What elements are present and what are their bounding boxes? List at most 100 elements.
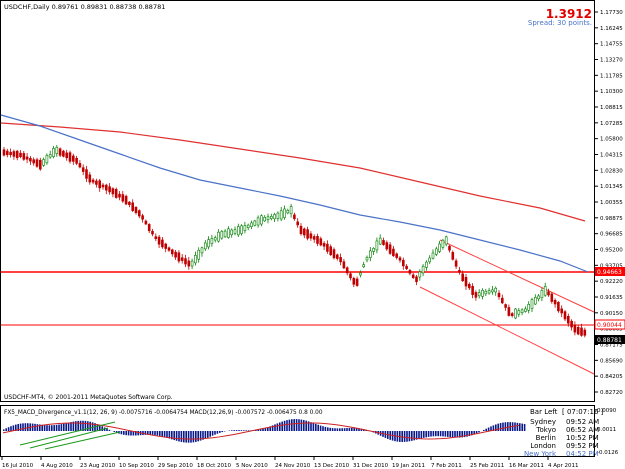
candle-body — [451, 252, 455, 260]
candle-body — [464, 276, 468, 287]
candle-body — [78, 163, 82, 168]
macd-histogram-bar — [187, 431, 190, 443]
macd-histogram-bar — [24, 423, 27, 431]
macd-histogram-bar — [497, 423, 499, 431]
clock-time-berlin: 10:52 PM — [566, 434, 599, 442]
macd-histogram-bar — [214, 431, 216, 435]
macd-histogram-bar — [495, 424, 497, 431]
candle-body — [342, 261, 346, 269]
candle-body — [557, 301, 560, 312]
candle-body — [418, 271, 422, 278]
macd-histogram-bar — [96, 424, 99, 431]
macd-histogram-bar — [303, 420, 305, 431]
macd-histogram-bar — [274, 424, 276, 431]
macd-histogram-bar — [72, 421, 75, 431]
candle-body — [269, 216, 273, 219]
symbol-info: USDCHF,Daily 0.89761 0.89831 0.88738 0.8… — [4, 3, 165, 11]
macd-histogram-bar — [51, 425, 53, 431]
macd-histogram-bar — [406, 431, 408, 442]
candle-body — [520, 309, 524, 314]
clock-time-london: 09:52 PM — [566, 442, 599, 450]
macd-histogram-bar — [190, 431, 192, 443]
candle-body — [309, 233, 313, 239]
candle-body — [200, 247, 204, 254]
macd-histogram-bar — [3, 429, 5, 431]
price-tick-label: 0.87175 — [600, 343, 623, 349]
macd-histogram-bar — [243, 430, 245, 431]
candle-body — [161, 239, 164, 248]
candle-body — [382, 240, 385, 245]
macd-histogram-bar — [123, 431, 125, 435]
candle-body — [514, 308, 517, 319]
macd-histogram-bar — [463, 431, 466, 438]
macd-histogram-bar — [490, 426, 492, 431]
moving-average-blue — [0, 114, 589, 273]
candle-body — [62, 150, 65, 157]
macd-histogram-bar — [135, 431, 137, 436]
candle-body — [365, 257, 369, 261]
candle-body — [524, 308, 527, 312]
candle-body — [359, 272, 362, 276]
candle-body — [335, 254, 339, 259]
current-price-label-bg — [595, 335, 625, 344]
price-tick-label: 0.84205 — [600, 374, 623, 380]
macd-histogram-bar — [310, 422, 312, 431]
macd-histogram-bar — [183, 431, 185, 443]
macd-histogram-bar — [449, 431, 451, 438]
candle-body — [250, 222, 253, 227]
price-tick-label: 1.01345 — [600, 184, 623, 190]
macd-histogram-bar — [485, 428, 487, 431]
price-tick-label: 1.05800 — [600, 137, 623, 143]
macd-histogram-bar — [178, 431, 180, 442]
candle-body — [553, 299, 557, 305]
candle-body — [141, 215, 144, 220]
macd-histogram-bar — [63, 423, 65, 431]
clock-city-newyork: New York — [524, 450, 557, 458]
candle-body — [537, 295, 540, 300]
macd-histogram-bar — [427, 431, 430, 437]
macd-histogram-bar — [245, 430, 247, 431]
macd-histogram-bar — [461, 431, 463, 438]
lower-hline-label: 0.90044 — [597, 322, 622, 329]
candle-body — [431, 252, 435, 259]
macd-histogram-bar — [315, 423, 317, 431]
candle-body — [194, 255, 197, 264]
macd-histogram-bar — [22, 423, 24, 431]
candle-body — [240, 225, 243, 234]
candle-body — [147, 224, 151, 232]
candle-body — [454, 260, 458, 267]
macd-histogram-bar — [519, 423, 521, 431]
price-tick-label: 1.02830 — [600, 168, 623, 174]
candle-body — [55, 146, 59, 154]
candle-body — [128, 201, 131, 205]
candle-body — [151, 230, 154, 235]
candle-body — [213, 237, 217, 241]
macd-histogram-bar — [159, 431, 161, 436]
macd-histogram-bar — [298, 419, 300, 431]
macd-histogram-bar — [58, 424, 60, 431]
macd-histogram-bar — [204, 431, 207, 439]
macd-histogram-bar — [99, 425, 101, 431]
candle-body — [174, 251, 177, 258]
macd-histogram-bar — [276, 423, 279, 431]
main-chart-frame — [0, 0, 595, 402]
candle-body — [25, 156, 29, 160]
macd-histogram-bar — [283, 420, 286, 431]
macd-histogram-bar — [185, 431, 187, 443]
candle-body — [428, 257, 432, 263]
macd-histogram-bar — [418, 431, 420, 440]
candle-body — [401, 259, 405, 267]
date-tick-label: 23 Aug 2010 — [80, 463, 116, 469]
candle-body — [131, 202, 134, 211]
candle-body — [98, 180, 101, 189]
macd-histogram-bar — [442, 431, 444, 437]
candle-body — [95, 180, 98, 185]
clock-city-berlin: Berlin — [536, 434, 556, 442]
date-axis: 16 Jul 2010 4 Aug 2010 23 Aug 2010 10 Sep 2… — [1, 457, 579, 469]
macd-histogram-bar — [219, 431, 221, 433]
macd-histogram-bar — [17, 424, 19, 431]
candle-body — [533, 297, 537, 305]
macd-histogram-bar — [353, 427, 355, 431]
